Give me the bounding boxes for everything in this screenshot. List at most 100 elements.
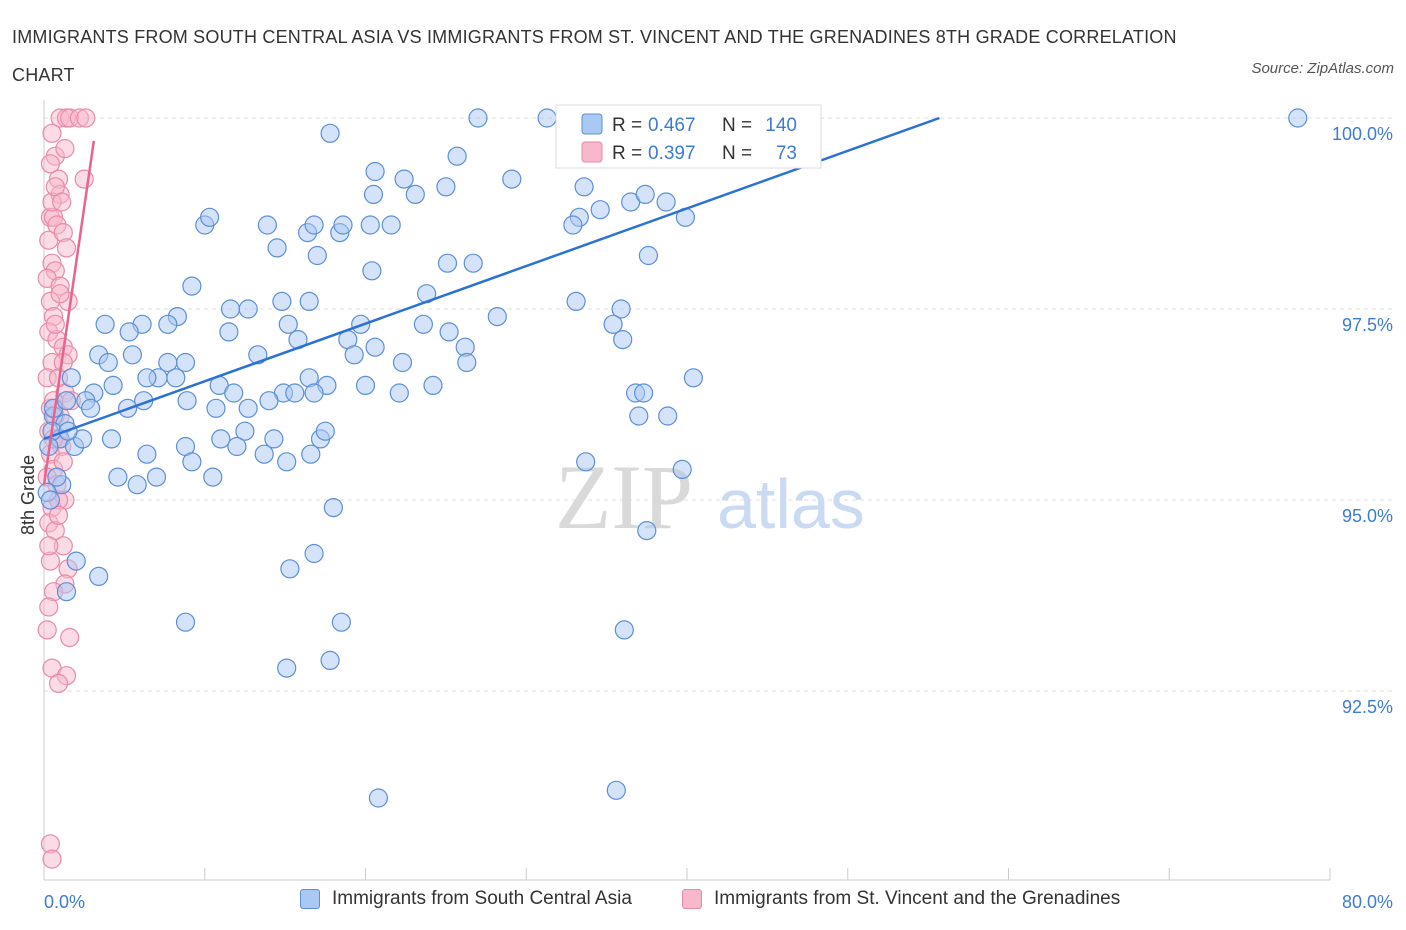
y-axis-label: 8th Grade [18,455,38,535]
data-point-asia [392,352,413,373]
data-point-svg [76,108,96,128]
data-point-asia [304,383,324,403]
data-point-svg [39,536,59,556]
data-point-asia [389,383,409,403]
data-point-asia [203,467,223,487]
data-point-asia [206,398,226,418]
data-point-asia [672,459,692,479]
data-point-asia [614,620,634,640]
data-point-asia [182,452,202,472]
data-point-asia [285,383,305,403]
bottom-legend-label-svg: Immigrants from St. Vincent and the Gren… [714,888,1121,909]
legend-n-value-asia: 140 [765,115,797,136]
data-point-asia [576,452,596,472]
data-point-asia [394,169,414,189]
data-point-asia [220,299,241,319]
watermark-atlas: atlas [717,465,865,543]
data-point-asia [89,566,109,587]
data-point-asia [365,337,385,357]
y-tick-label: 95.0% [1342,506,1393,526]
data-point-asia [436,177,456,197]
data-point-asia [355,375,376,395]
data-point-asia [362,261,382,281]
legend-r-label-asia: R = [612,115,642,136]
data-point-asia [537,108,557,128]
data-point-asia [158,314,178,334]
data-point-asia [47,467,67,487]
data-point-svg [55,139,75,159]
trend-lines [42,116,940,485]
data-point-asia [278,314,298,334]
data-point-asia [304,543,324,564]
data-point-asia [637,520,657,541]
bottom-legend-swatch-asia [300,889,320,909]
data-point-asia [487,307,507,327]
data-point-svg [50,284,70,304]
x-ticks [204,868,1331,880]
legend-swatch-asia [581,113,603,135]
data-point-asia [103,375,123,395]
data-point-svg [39,597,59,617]
data-point-asia [119,322,139,342]
data-point-asia [95,314,115,334]
data-point-asia [108,467,128,487]
data-point-asia [633,383,654,403]
data-point-svg [52,192,72,212]
data-point-asia [611,299,631,319]
data-point-asia [227,436,247,457]
data-point-svg [45,314,65,334]
data-point-asia [613,330,633,350]
data-point-asia [307,245,327,266]
data-point-asia [1288,108,1308,128]
data-point-asia [638,245,659,266]
data-point-asia [299,291,319,311]
data-point-asia [175,352,196,373]
data-point-asia [301,444,321,464]
data-point-asia [331,612,351,632]
data-point-asia [563,215,583,235]
data-point-asia [259,391,279,411]
data-point-asia [468,108,488,128]
bottom-legend-swatch-svg [682,889,702,909]
data-point-asia [158,352,178,373]
data-point-asia [304,215,324,235]
x-max-label: 80.0% [1342,892,1393,912]
data-point-asia [683,368,704,388]
data-point-asia [254,444,274,464]
data-point-asia [344,345,364,365]
data-point-asia [56,391,77,411]
data-point-asia [40,490,61,510]
data-point-asia [56,582,77,602]
data-point-asia [101,429,122,449]
data-point-asia [127,475,147,495]
data-point-asia [80,398,101,418]
data-point-asia [447,146,467,166]
data-point-asia [315,421,335,441]
data-point-asia [277,452,297,472]
data-point-asia [175,612,196,632]
data-point-asia [66,551,86,571]
data-point-asia [211,429,231,449]
legend-r-value-svg: 0.397 [648,143,696,164]
trend-line-asia [43,116,940,441]
data-point-svg [48,673,69,694]
legend-n-label-svg: N = [722,143,752,164]
y-tick-label: 97.5% [1342,315,1393,335]
data-point-asia [566,291,586,311]
legend-n-label-asia: N = [722,115,752,136]
data-point-asia [629,406,649,426]
data-point-asia [182,276,202,296]
data-point-asia [200,207,220,227]
data-point-asia [423,375,443,395]
data-point-asia [606,780,626,800]
data-point-asia [248,345,268,365]
trend-line-svg [42,140,96,485]
y-tick-label: 100.0% [1332,124,1393,144]
data-point-asia [280,559,300,579]
data-point-asia [463,253,483,273]
x-min-label: 0.0% [44,892,85,912]
data-point-asia [323,498,343,518]
data-point-asia [122,345,142,365]
data-point-asia [457,352,477,373]
data-point-asia [267,238,287,258]
